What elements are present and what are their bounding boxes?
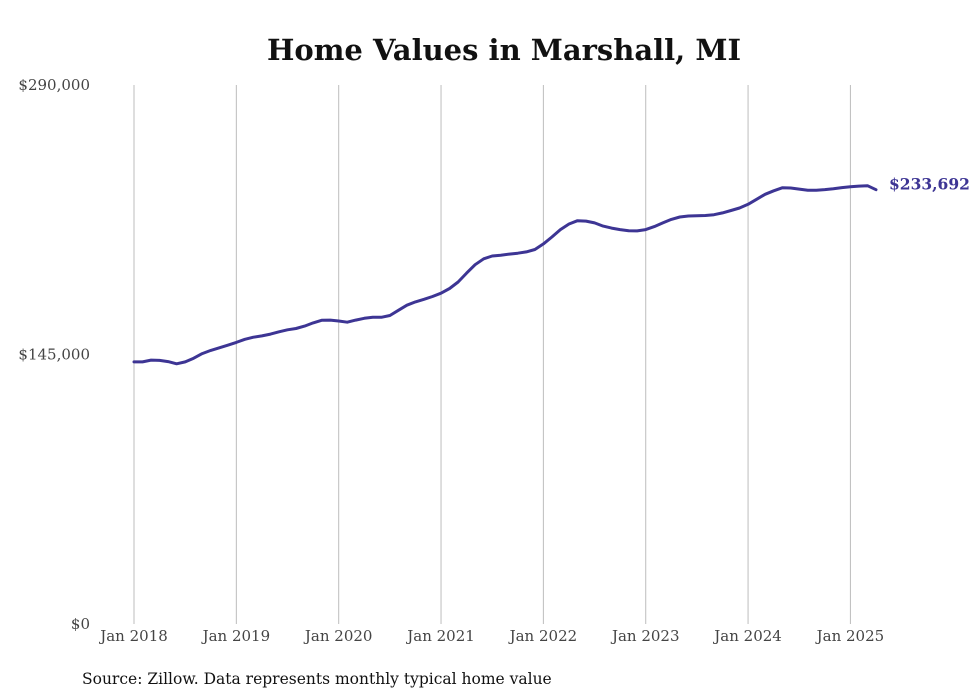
y-tick-label: $145,000 (18, 346, 90, 364)
x-tick-label: Jan 2020 (303, 627, 373, 645)
x-tick-label: Jan 2019 (201, 627, 271, 645)
source-note: Source: Zillow. Data represents monthly … (82, 670, 552, 688)
series-line (132, 184, 878, 366)
x-axis-tick-labels: Jan 2018 Jan 2019 Jan 2020 Jan 2021 Jan 2022… (98, 627, 884, 645)
chart-title: Home Values in Marshall, MI (267, 33, 741, 67)
x-gridlines (133, 85, 851, 624)
x-tick-label: Jan 2022 (508, 627, 578, 645)
x-tick-label: Jan 2024 (712, 627, 782, 645)
y-tick-label: $290,000 (18, 76, 90, 94)
x-tick-label: Jan 2023 (610, 627, 680, 645)
y-axis-tick-labels: $0 $145,000 $290,000 (18, 76, 90, 633)
end-value-label: $233,692 (889, 175, 970, 194)
x-tick-label: Jan 2018 (98, 627, 168, 645)
y-tick-label: $0 (71, 615, 90, 633)
x-tick-label: Jan 2025 (815, 627, 885, 645)
x-tick-label: Jan 2021 (405, 627, 475, 645)
